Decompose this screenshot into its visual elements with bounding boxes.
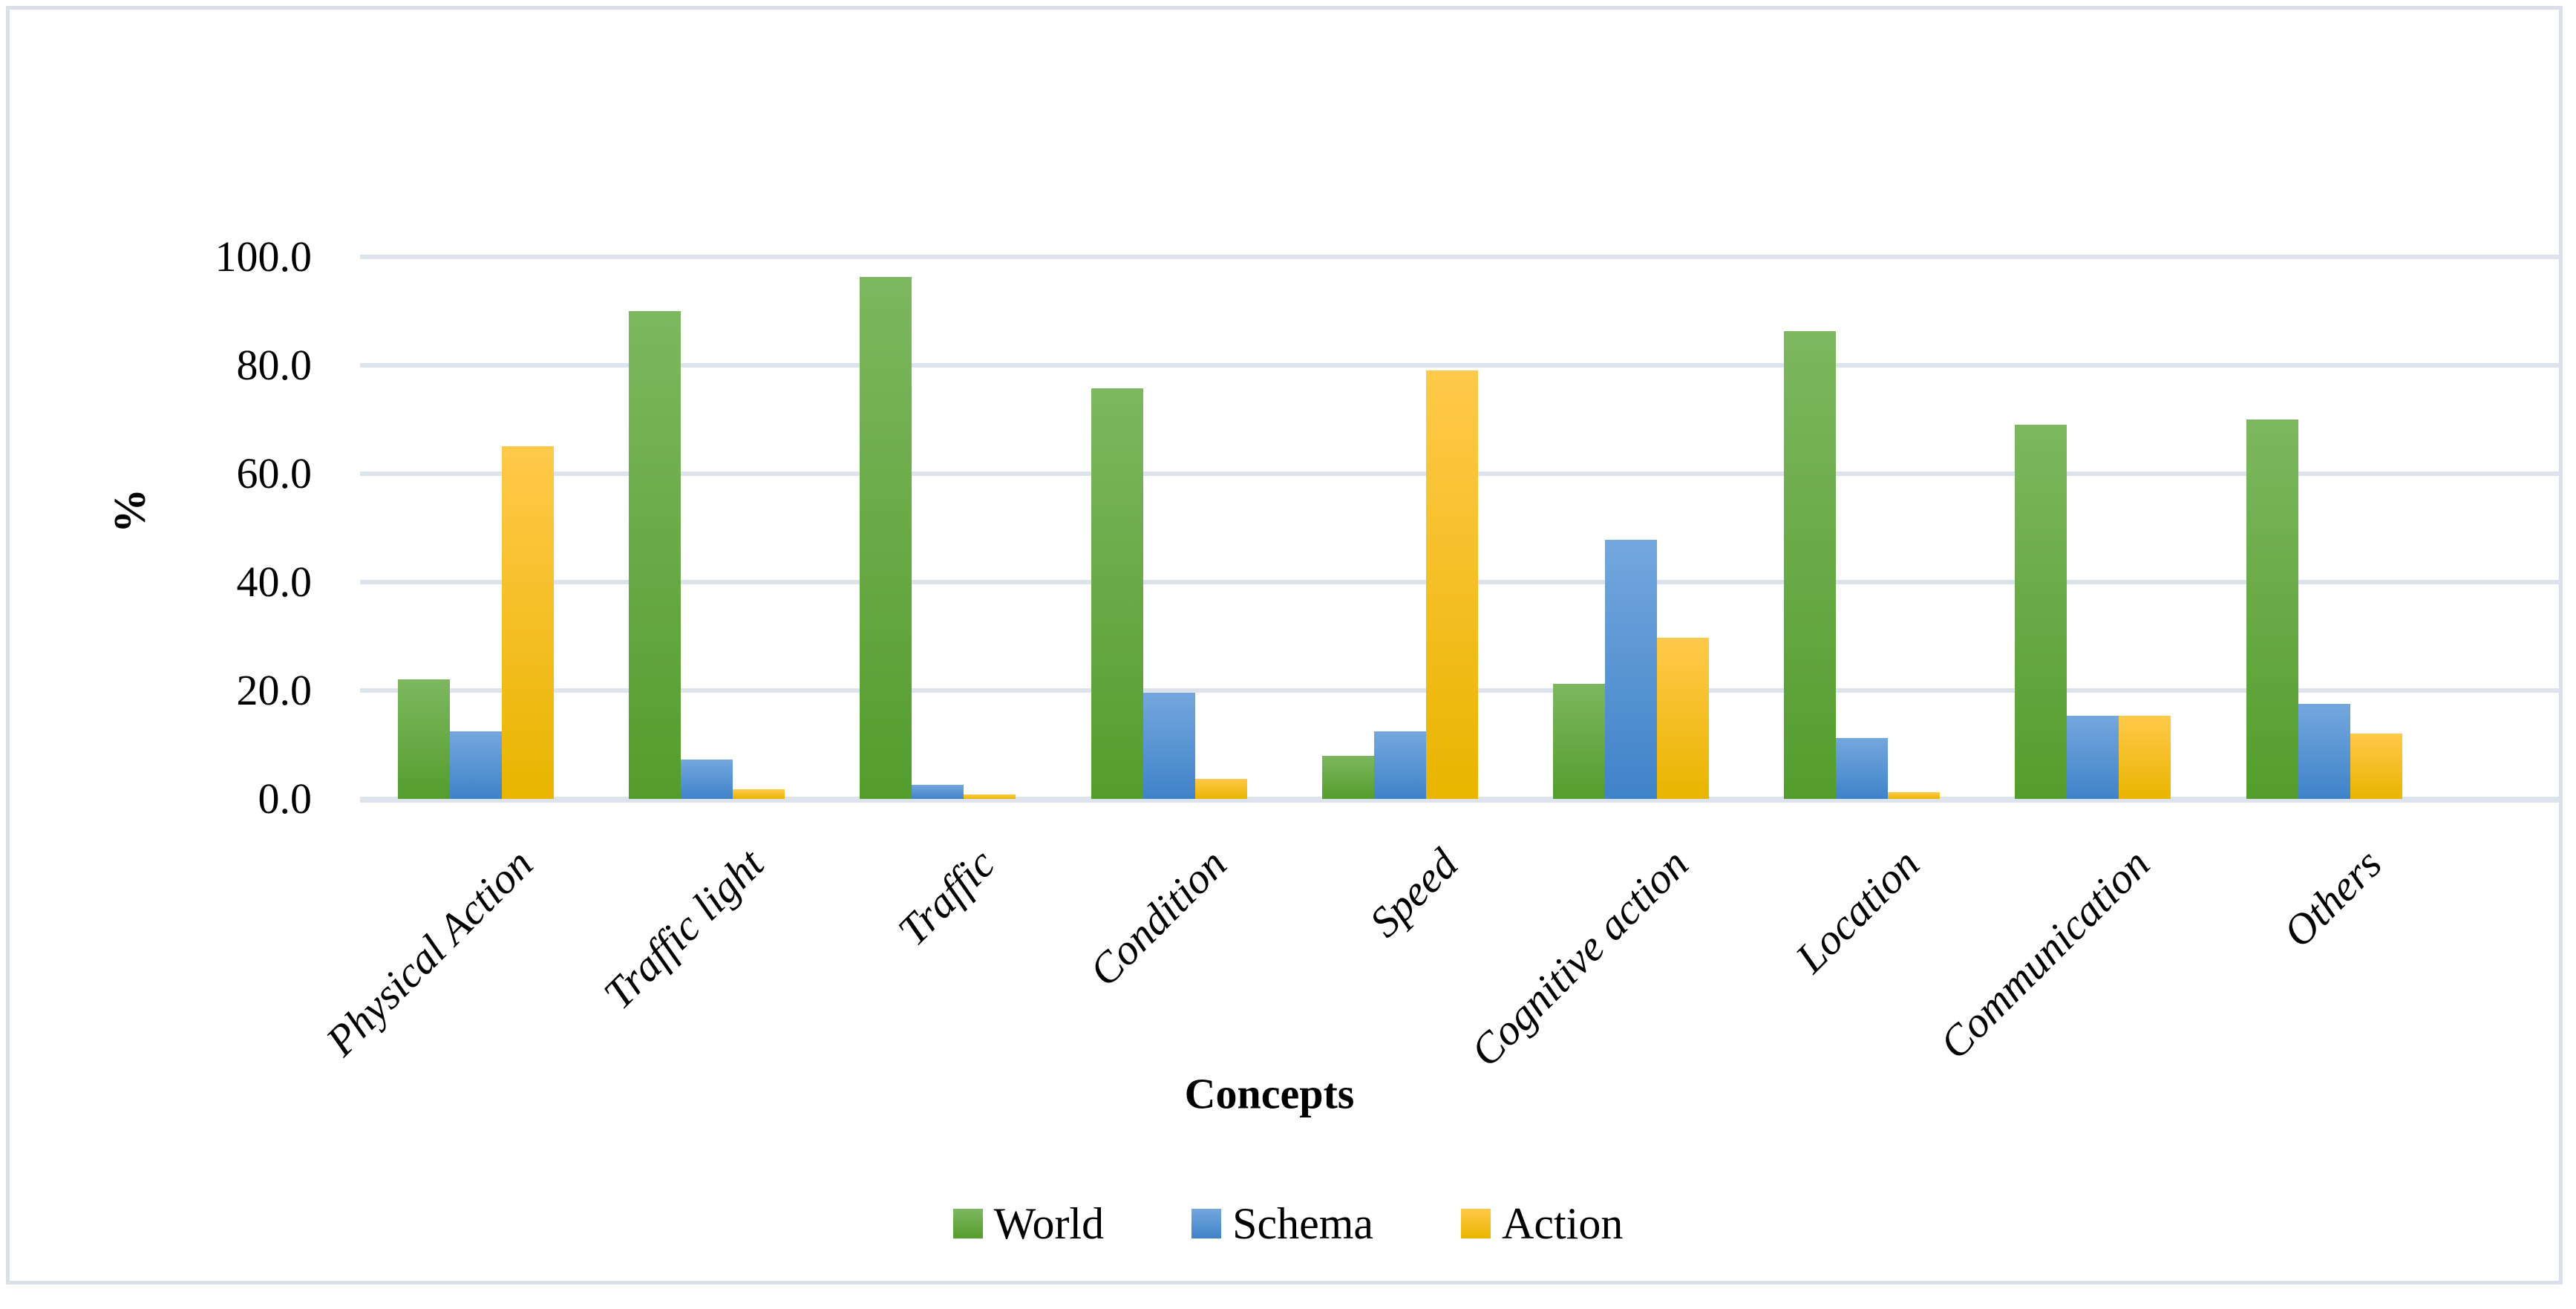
gridline <box>360 363 2560 368</box>
bar-action-traffic-light <box>733 789 785 799</box>
bar-world-traffic-light <box>629 311 681 799</box>
y-tick-label: 60.0 <box>236 449 313 497</box>
bar-world-speed <box>1322 756 1374 799</box>
bar-action-cognitive-action <box>1657 638 1709 799</box>
bar-action-traffic <box>964 794 1016 799</box>
plot-area <box>360 255 2560 803</box>
legend-swatch-schema <box>1191 1209 1222 1238</box>
y-tick-label: 0.0 <box>258 774 313 823</box>
legend-label-world: World <box>993 1199 1105 1248</box>
legend-swatch-world <box>952 1209 983 1238</box>
bar-schema-communication <box>2067 716 2119 799</box>
legend-label-action: Action <box>1502 1199 1624 1248</box>
bar-action-location <box>1888 792 1940 799</box>
y-tick-label: 20.0 <box>236 666 313 714</box>
gridline <box>360 255 2560 259</box>
chart-frame <box>6 6 2563 1284</box>
bar-world-communication <box>2015 425 2067 799</box>
bar-schema-traffic-light <box>681 760 733 799</box>
legend-item-world: World <box>952 1199 1105 1248</box>
bar-schema-others <box>2298 704 2350 799</box>
bar-schema-cognitive-action <box>1605 540 1657 799</box>
legend-item-schema: Schema <box>1191 1200 1373 1247</box>
bar-schema-speed <box>1374 731 1426 799</box>
bar-world-others <box>2246 420 2298 799</box>
y-tick-label: 80.0 <box>236 341 313 389</box>
bar-schema-physical-action <box>450 731 502 799</box>
bar-action-physical-action <box>502 446 554 799</box>
x-axis-title-text: Concepts <box>1184 1069 1355 1118</box>
x-axis-line <box>360 797 2560 803</box>
bar-world-location <box>1784 331 1836 799</box>
bar-action-speed <box>1426 370 1478 799</box>
bar-world-condition <box>1091 388 1143 799</box>
legend: World Schema Action <box>0 1197 2576 1250</box>
bar-action-condition <box>1195 779 1247 799</box>
y-tick-label: 40.0 <box>236 558 313 606</box>
y-axis-title-text: % <box>105 489 154 533</box>
bar-world-physical-action <box>398 679 450 799</box>
bar-schema-traffic <box>912 785 964 799</box>
bar-world-cognitive-action <box>1553 684 1605 799</box>
legend-swatch-action <box>1461 1209 1491 1238</box>
bar-schema-location <box>1836 738 1888 799</box>
bar-world-traffic <box>860 277 912 799</box>
y-tick-label: 100.0 <box>215 232 313 281</box>
bar-action-others <box>2350 734 2402 799</box>
legend-item-action: Action <box>1461 1200 1623 1247</box>
bar-action-communication <box>2119 716 2171 799</box>
legend-label-schema: Schema <box>1232 1199 1374 1248</box>
bar-schema-condition <box>1143 693 1195 799</box>
